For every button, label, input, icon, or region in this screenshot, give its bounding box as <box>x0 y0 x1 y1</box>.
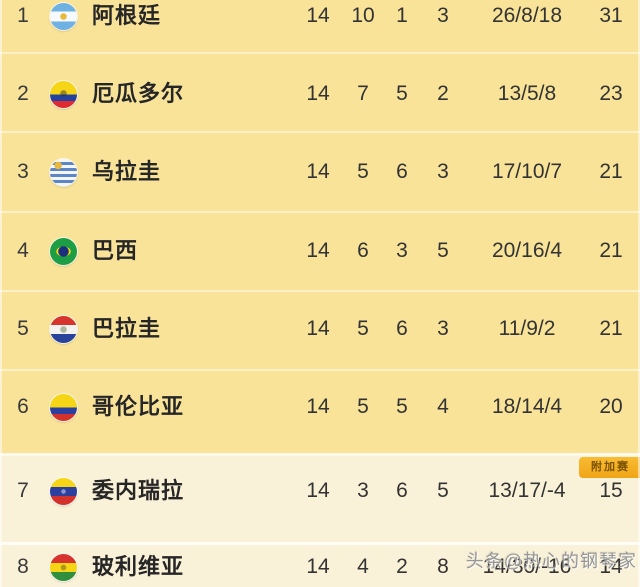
drawn-cell: 6 <box>396 317 408 340</box>
playoff-zone-background <box>0 456 640 587</box>
left-edge-highlight <box>0 0 2 587</box>
flag-colombia-icon <box>50 393 77 421</box>
rank-cell: 5 <box>17 317 29 340</box>
rank-cell: 3 <box>17 160 29 183</box>
flag-paraguay-icon <box>50 315 77 343</box>
goals-cell: 13/5/8 <box>497 82 557 105</box>
lost-cell: 2 <box>437 82 449 105</box>
table-row: 5 巴拉圭 14 5 6 3 11/9/2 21 <box>0 307 640 351</box>
team-name: 委内瑞拉 <box>92 478 185 503</box>
lost-cell: 5 <box>437 239 449 262</box>
flag-ecuador-icon <box>50 80 77 108</box>
lost-cell: 4 <box>437 395 449 418</box>
drawn-cell: 6 <box>396 479 408 502</box>
points-cell: 31 <box>599 4 623 27</box>
drawn-cell: 2 <box>396 555 408 578</box>
won-cell: 5 <box>357 395 369 418</box>
won-cell: 5 <box>357 160 369 183</box>
goals-cell: 26/8/18 <box>491 4 563 27</box>
rank-cell: 6 <box>17 395 29 418</box>
team-name: 哥伦比亚 <box>92 394 185 419</box>
points-cell: 21 <box>599 160 623 183</box>
flag-venezuela-icon <box>50 477 77 505</box>
rank-cell: 8 <box>17 555 29 578</box>
row-divider <box>0 52 640 54</box>
rank-cell: 7 <box>17 479 29 502</box>
playoff-badge: 附加赛 <box>579 457 640 478</box>
drawn-cell: 5 <box>396 82 408 105</box>
row-divider <box>0 211 640 213</box>
rank-cell: 2 <box>17 82 29 105</box>
goals-cell: 18/14/4 <box>491 395 563 418</box>
played-cell: 14 <box>306 82 330 105</box>
table-row: 4 巴西 14 6 3 5 20/16/4 21 <box>0 229 640 273</box>
zone-divider <box>0 453 640 456</box>
drawn-cell: 6 <box>396 160 408 183</box>
team-name: 巴西 <box>92 238 139 263</box>
table-row: 7 委内瑞拉 14 3 6 5 13/17/-4 15 <box>0 469 640 513</box>
played-cell: 14 <box>306 160 330 183</box>
won-cell: 5 <box>357 317 369 340</box>
flag-bolivia-icon <box>50 553 77 581</box>
team-name: 乌拉圭 <box>92 159 162 184</box>
goals-cell: 20/16/4 <box>491 239 563 262</box>
flag-brazil-icon <box>50 237 77 265</box>
table-row: 1 阿根廷 14 10 1 3 26/8/18 31 <box>0 0 640 38</box>
team-name: 玻利维亚 <box>92 554 185 579</box>
played-cell: 14 <box>306 479 330 502</box>
team-name: 巴拉圭 <box>92 316 162 341</box>
points-cell: 21 <box>599 239 623 262</box>
flag-argentina-icon <box>50 2 77 30</box>
played-cell: 14 <box>306 317 330 340</box>
points-cell: 23 <box>599 82 623 105</box>
goals-cell: 13/17/-4 <box>488 479 566 502</box>
lost-cell: 3 <box>437 160 449 183</box>
lost-cell: 5 <box>437 479 449 502</box>
team-name: 阿根廷 <box>92 3 162 28</box>
rank-cell: 4 <box>17 239 29 262</box>
team-name: 厄瓜多尔 <box>92 81 185 106</box>
lost-cell: 3 <box>437 317 449 340</box>
lost-cell: 8 <box>437 555 449 578</box>
watermark-text: 头条@热心的钢琴家 <box>465 551 637 571</box>
won-cell: 7 <box>357 82 369 105</box>
table-row: 3 乌拉圭 14 5 6 3 17/10/7 21 <box>0 150 640 194</box>
goals-cell: 14/30/-16 <box>482 555 572 578</box>
table-row: 8 玻利维亚 14 4 2 8 14/30/-16 14 <box>0 545 640 587</box>
table-row: 2 厄瓜多尔 14 7 5 2 13/5/8 23 <box>0 72 640 116</box>
won-cell: 4 <box>357 555 369 578</box>
drawn-cell: 1 <box>396 4 408 27</box>
won-cell: 3 <box>357 479 369 502</box>
rank-cell: 1 <box>17 4 29 27</box>
row-divider <box>0 542 640 545</box>
won-cell: 10 <box>351 4 375 27</box>
goals-cell: 17/10/7 <box>491 160 563 183</box>
won-cell: 6 <box>357 239 369 262</box>
played-cell: 14 <box>306 4 330 27</box>
direct-qualification-zone-background <box>0 0 640 456</box>
played-cell: 14 <box>306 239 330 262</box>
played-cell: 14 <box>306 395 330 418</box>
drawn-cell: 5 <box>396 395 408 418</box>
lost-cell: 3 <box>437 4 449 27</box>
right-edge-highlight <box>638 0 640 587</box>
drawn-cell: 3 <box>396 239 408 262</box>
points-cell: 20 <box>599 395 623 418</box>
points-cell: 14 <box>599 555 623 578</box>
row-divider <box>0 290 640 292</box>
points-cell: 21 <box>599 317 623 340</box>
points-cell: 15 <box>599 479 623 502</box>
played-cell: 14 <box>306 555 330 578</box>
table-row: 6 哥伦比亚 14 5 5 4 18/14/4 20 <box>0 385 640 429</box>
row-divider <box>0 131 640 133</box>
row-divider <box>0 369 640 371</box>
flag-uruguay-icon <box>50 158 77 186</box>
goals-cell: 11/9/2 <box>498 317 556 340</box>
